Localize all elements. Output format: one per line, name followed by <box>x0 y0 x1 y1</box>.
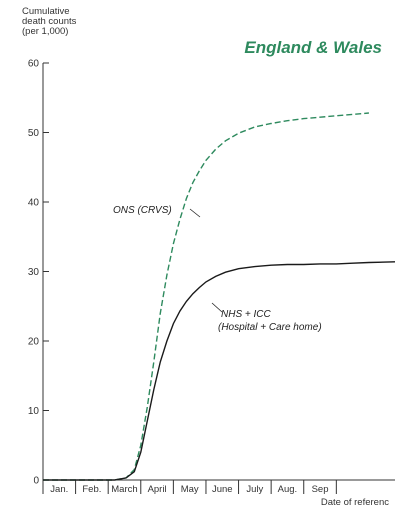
series-line-nhs-icc <box>43 261 395 481</box>
y-tick-label: 20 <box>28 337 40 348</box>
axes <box>42 62 395 494</box>
y-tick-label: 50 <box>28 128 40 139</box>
x-tick-label: May <box>181 484 199 495</box>
series-line-ons <box>43 112 369 481</box>
nhs-series-label-line: (Hospital + Care home) <box>218 322 322 333</box>
y-tick-label: 0 <box>33 476 39 487</box>
x-tick-label: April <box>148 484 167 495</box>
x-axis-label: Date of referenc <box>321 497 389 508</box>
series-group <box>43 112 395 481</box>
ons-label-leader <box>189 208 201 218</box>
x-tick-label: Aug. <box>278 484 298 495</box>
x-tick-label: July <box>246 484 263 495</box>
x-tick-label: Feb. <box>82 484 101 495</box>
x-tick-label: Sep <box>312 484 329 495</box>
y-tick-label: 30 <box>28 267 40 278</box>
y-tick-label: 40 <box>28 198 40 209</box>
y-axis-label-line: Cumulative <box>22 6 70 17</box>
y-axis-label-line: (per 1,000) <box>22 26 68 37</box>
y-tick-label: 60 <box>28 59 40 70</box>
y-tick-label: 10 <box>28 406 40 417</box>
ons-series-label: ONS (CRVS) <box>113 205 172 216</box>
chart-title: England & Wales <box>244 38 382 57</box>
y-axis-label-line: death counts <box>22 16 77 27</box>
nhs-label-leader <box>211 302 223 313</box>
x-tick-label: Jan. <box>50 484 68 495</box>
x-tick-label: March <box>111 484 137 495</box>
x-tick-label: June <box>212 484 233 495</box>
nhs-series-label-line: NHS + ICC <box>221 309 272 320</box>
